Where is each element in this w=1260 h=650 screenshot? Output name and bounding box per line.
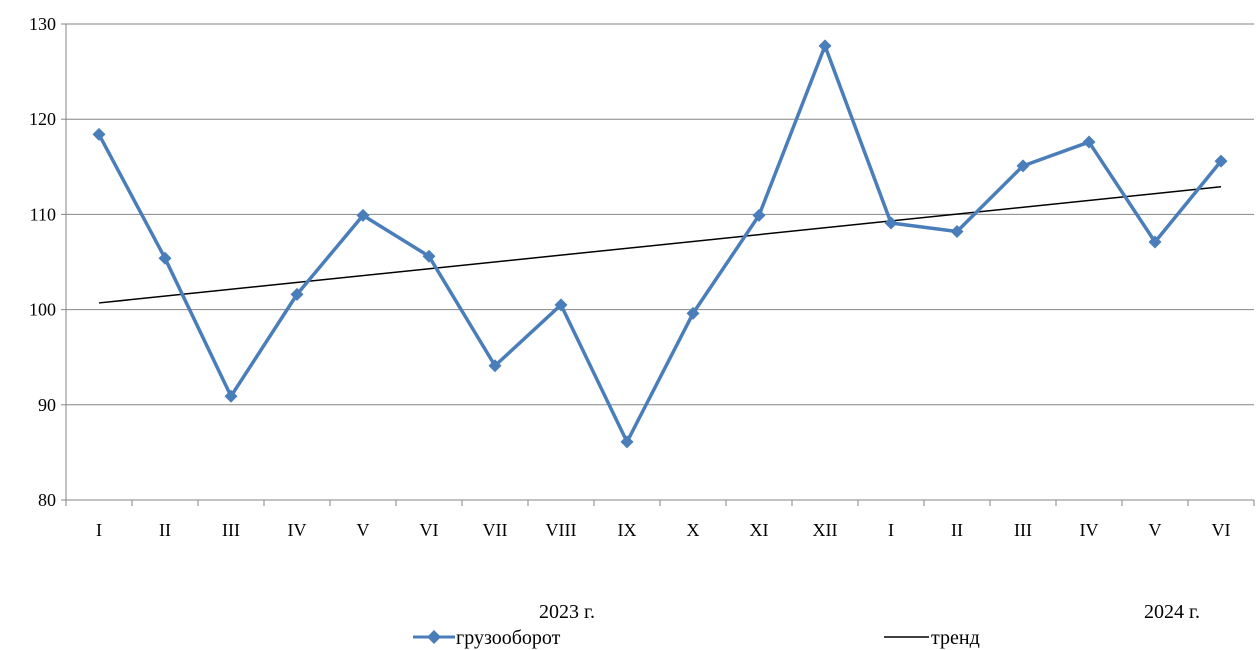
y-tick-labels: 80 90 100 110 120 130 — [29, 14, 56, 510]
x-tick-label: IX — [618, 520, 637, 540]
trend-line — [98, 186, 1222, 304]
axes — [61, 23, 1255, 506]
data-point — [1082, 135, 1096, 149]
x-tick-label: I — [888, 520, 894, 540]
data-point — [92, 127, 106, 141]
data-point — [1214, 154, 1228, 168]
x-tick-labels: I II III IV V VI VII VIII IX X XI XII I II III IV V VI — [96, 520, 1231, 540]
x-tick-label: VIII — [546, 520, 577, 540]
data-point — [158, 251, 172, 265]
data-point — [950, 225, 964, 239]
data-point — [290, 287, 304, 301]
data-point — [818, 39, 832, 53]
data-point — [1148, 235, 1162, 249]
data-point — [884, 216, 898, 230]
y-tick-label: 130 — [29, 14, 56, 34]
x-tick-label: IV — [288, 520, 307, 540]
y-tick-label: 110 — [30, 204, 56, 224]
y-tick-label: 100 — [29, 300, 56, 320]
x-tick-label: II — [159, 520, 171, 540]
legend-cargo-marker — [427, 630, 441, 644]
x-tick-label: XII — [813, 520, 838, 540]
data-point — [224, 389, 238, 403]
x-tick-label: III — [222, 520, 240, 540]
x-tick-label: I — [96, 520, 102, 540]
year-label-2024: 2024 г. — [1144, 601, 1200, 623]
legend: грузооборот тренд — [413, 627, 980, 649]
data-point — [488, 359, 502, 373]
data-point — [356, 208, 370, 222]
x-tick-label: V — [1149, 520, 1162, 540]
data-point — [752, 208, 766, 222]
year-label-2023: 2023 г. — [539, 601, 595, 623]
x-tick-label: II — [951, 520, 963, 540]
year-labels: 2023 г. 2024 г. — [539, 601, 1200, 623]
x-tick-label: XI — [750, 520, 769, 540]
x-tick-label: IV — [1080, 520, 1099, 540]
y-tick-label: 90 — [38, 395, 56, 415]
x-tick-label: X — [687, 520, 700, 540]
y-tick-label: 80 — [38, 490, 56, 510]
x-tick-label: V — [357, 520, 370, 540]
x-tick-label: VI — [1212, 520, 1231, 540]
legend-item-cargo: грузооборот — [413, 627, 561, 649]
gridlines — [66, 23, 1254, 406]
y-tick-label: 120 — [29, 109, 56, 129]
x-tick-label: VI — [420, 520, 439, 540]
legend-item-trend: тренд — [884, 627, 980, 649]
data-point — [1016, 159, 1030, 173]
legend-trend-label: тренд — [931, 627, 980, 649]
data-point — [554, 298, 568, 312]
cargo-line — [97, 44, 1223, 444]
cargo-series — [92, 39, 1228, 449]
x-tick-label: III — [1014, 520, 1032, 540]
data-point — [620, 435, 634, 449]
data-point — [686, 306, 700, 320]
x-tick-label: VII — [483, 520, 508, 540]
legend-cargo-label: грузооборот — [456, 627, 561, 649]
trend-series — [98, 186, 1222, 304]
data-point — [422, 249, 436, 263]
